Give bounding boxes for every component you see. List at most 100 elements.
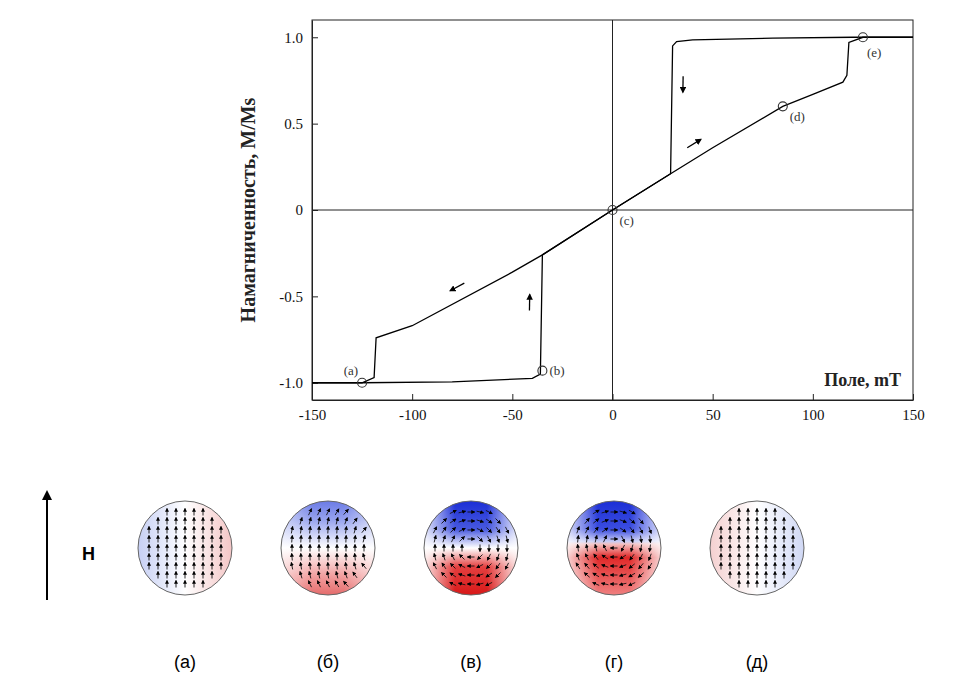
moment-arrow [649, 527, 651, 534]
moment-arrow [301, 545, 302, 552]
moment-arrow [497, 536, 499, 543]
moment-arrow [300, 572, 302, 579]
moment-arrow [185, 572, 186, 579]
moment-arrow [468, 539, 475, 540]
moment-arrow [336, 554, 337, 561]
moment-arrow [167, 518, 168, 525]
moment-arrow [477, 583, 484, 585]
moment-arrow [766, 572, 767, 579]
moment-arrow [721, 545, 722, 552]
figure: -150-100-50050100150-1.0-0.500.51.0Намаг… [0, 0, 953, 697]
state-label: (б) [317, 652, 339, 672]
moment-arrow [577, 554, 579, 561]
moment-arrow [459, 528, 465, 531]
moment-arrow [586, 536, 587, 543]
moment-arrow [346, 545, 347, 552]
moment-arrow [221, 554, 222, 561]
moment-arrow [611, 575, 618, 576]
moment-arrow [212, 518, 213, 525]
moment-arrow [620, 565, 627, 568]
moment-arrow [327, 527, 328, 534]
moment-arrow [468, 575, 475, 576]
moment-arrow [310, 545, 311, 552]
disk-outline [424, 501, 518, 595]
disk-outline [281, 501, 375, 595]
moment-arrow [468, 521, 475, 522]
moment-arrow [593, 564, 598, 568]
moment-arrow [353, 518, 357, 524]
moment-arrow [611, 512, 618, 513]
moment-arrow [158, 536, 159, 543]
moment-arrow [185, 509, 186, 516]
moment-arrow [506, 554, 508, 561]
moment-arrow [649, 545, 651, 552]
moment-arrow [345, 518, 347, 525]
moment-arrow [611, 521, 618, 522]
moment-arrow [335, 509, 339, 515]
state-point-label: (a) [344, 363, 358, 378]
moment-arrow [149, 536, 150, 543]
moment-arrow [345, 572, 347, 579]
moment-arrow [442, 563, 446, 569]
moment-arrow [344, 581, 349, 586]
moment-arrow [167, 563, 168, 570]
moment-arrow [486, 519, 492, 523]
moment-arrow [194, 572, 195, 579]
moment-arrow [748, 554, 749, 561]
moment-arrow [345, 527, 347, 534]
y-tick-label: -1.0 [279, 375, 303, 391]
moment-arrow [595, 545, 597, 552]
moment-arrow [336, 572, 338, 579]
state-point [858, 33, 867, 42]
y-tick: -0.5 [279, 289, 318, 305]
moment-arrow [433, 563, 436, 569]
moment-arrow [487, 536, 490, 542]
moment-arrow [354, 527, 356, 534]
moment-arrow [451, 536, 454, 542]
moment-arrow [337, 545, 338, 552]
disk-fill [567, 501, 661, 595]
moment-arrow [739, 581, 740, 588]
moment-arrow [203, 572, 204, 579]
moment-arrow [221, 527, 222, 534]
moment-arrow [620, 574, 627, 576]
direction-arrow [450, 283, 464, 291]
moment-arrow [506, 536, 508, 543]
moment-arrow [757, 581, 758, 588]
moment-arrow [621, 545, 624, 551]
moment-arrow [203, 563, 204, 570]
state-label: (д) [746, 652, 769, 672]
x-tick: 0 [609, 394, 617, 423]
moment-arrow [505, 563, 508, 569]
moment-arrow [629, 519, 634, 523]
disk-fill [424, 501, 518, 595]
moment-arrow [459, 564, 465, 567]
moment-arrow [327, 554, 328, 561]
y-tick-mark [312, 37, 318, 38]
y-tick-label: 0.5 [284, 116, 303, 132]
field-label: H [82, 544, 95, 564]
moment-arrow [730, 536, 731, 543]
moment-arrow [478, 537, 483, 542]
moment-arrow [318, 554, 319, 561]
moment-arrow [577, 536, 579, 543]
moment-arrow [748, 581, 749, 588]
moment-arrow [577, 545, 579, 552]
moment-arrow [766, 509, 767, 516]
moment-arrow [444, 545, 445, 552]
moment-arrow [648, 563, 652, 569]
moment-arrow [577, 527, 579, 534]
moment-arrow [585, 518, 589, 523]
moment-arrow [149, 527, 150, 534]
moment-arrow [594, 527, 598, 533]
moment-arrow [185, 545, 186, 552]
y-tick-mark [312, 124, 318, 125]
moment-arrow [620, 583, 627, 585]
moment-arrow [326, 509, 329, 515]
moment-arrow [629, 564, 634, 568]
moment-arrow [748, 536, 749, 543]
moment-arrow [721, 536, 722, 543]
moment-arrow [489, 545, 490, 552]
moment-arrow [478, 555, 483, 560]
x-tick: -100 [399, 394, 427, 423]
